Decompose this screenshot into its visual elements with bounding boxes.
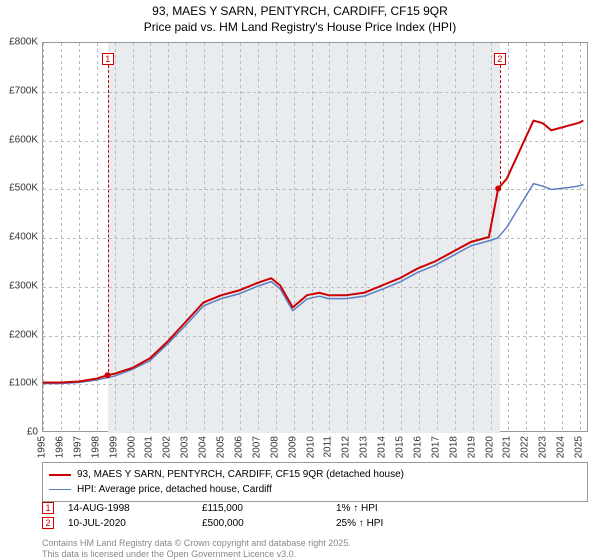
legend-label-0: 93, MAES Y SARN, PENTYRCH, CARDIFF, CF15… bbox=[77, 467, 404, 482]
x-tick-label: 2014 bbox=[377, 436, 388, 458]
legend-swatch-1 bbox=[49, 489, 71, 491]
plot-area: 12 bbox=[42, 42, 588, 432]
sale-marker-1: 2 bbox=[42, 517, 54, 529]
x-tick-label: 2011 bbox=[323, 436, 334, 458]
x-tick-label: 2018 bbox=[448, 436, 459, 458]
y-tick-label: £800K bbox=[9, 37, 38, 48]
footer-line-2: This data is licensed under the Open Gov… bbox=[42, 549, 351, 560]
chart-title: 93, MAES Y SARN, PENTYRCH, CARDIFF, CF15… bbox=[0, 0, 600, 35]
x-tick-label: 1998 bbox=[90, 436, 101, 458]
legend-box: 93, MAES Y SARN, PENTYRCH, CARDIFF, CF15… bbox=[42, 462, 588, 502]
sales-block: 1 14-AUG-1998 £115,000 1% ↑ HPI 2 10-JUL… bbox=[42, 502, 588, 532]
y-tick-label: £700K bbox=[9, 85, 38, 96]
x-tick-label: 2008 bbox=[269, 436, 280, 458]
series-price_paid bbox=[43, 121, 583, 383]
sale-delta-0: 1% ↑ HPI bbox=[336, 503, 456, 514]
sale-price-1: £500,000 bbox=[202, 518, 322, 529]
y-tick-label: £500K bbox=[9, 183, 38, 194]
x-tick-label: 2007 bbox=[251, 436, 262, 458]
sale-marker-on-chart: 1 bbox=[102, 53, 114, 65]
sale-price-0: £115,000 bbox=[202, 503, 322, 514]
sale-row-1: 2 10-JUL-2020 £500,000 25% ↑ HPI bbox=[42, 517, 588, 529]
series-lines bbox=[43, 43, 587, 431]
y-tick-label: £100K bbox=[9, 378, 38, 389]
sale-delta-1: 25% ↑ HPI bbox=[336, 518, 456, 529]
x-tick-label: 2012 bbox=[341, 436, 352, 458]
x-tick-label: 2022 bbox=[520, 436, 531, 458]
x-tick-label: 1995 bbox=[37, 436, 48, 458]
x-tick-label: 2021 bbox=[502, 436, 513, 458]
x-tick-label: 2020 bbox=[484, 436, 495, 458]
x-tick-label: 2006 bbox=[233, 436, 244, 458]
chart-container: 93, MAES Y SARN, PENTYRCH, CARDIFF, CF15… bbox=[0, 0, 600, 560]
legend-label-1: HPI: Average price, detached house, Card… bbox=[77, 482, 272, 497]
y-tick-label: £200K bbox=[9, 329, 38, 340]
x-tick-label: 2013 bbox=[359, 436, 370, 458]
x-tick-label: 1997 bbox=[72, 436, 83, 458]
x-tick-label: 2005 bbox=[216, 436, 227, 458]
x-tick-label: 2010 bbox=[305, 436, 316, 458]
x-tick-label: 2025 bbox=[574, 436, 585, 458]
x-tick-label: 2009 bbox=[287, 436, 298, 458]
series-hpi bbox=[43, 184, 583, 384]
x-tick-label: 2023 bbox=[538, 436, 549, 458]
sale-row-0: 1 14-AUG-1998 £115,000 1% ↑ HPI bbox=[42, 502, 588, 514]
sale-marker-on-chart: 2 bbox=[494, 53, 506, 65]
x-tick-label: 2000 bbox=[126, 436, 137, 458]
legend-swatch-0 bbox=[49, 474, 71, 476]
x-tick-label: 2019 bbox=[466, 436, 477, 458]
footer-line-1: Contains HM Land Registry data © Crown c… bbox=[42, 538, 351, 549]
x-tick-label: 2017 bbox=[430, 436, 441, 458]
x-tick-label: 2024 bbox=[556, 436, 567, 458]
x-tick-label: 2001 bbox=[144, 436, 155, 458]
x-tick-label: 2016 bbox=[412, 436, 423, 458]
x-tick-label: 1996 bbox=[54, 436, 65, 458]
title-line-1: 93, MAES Y SARN, PENTYRCH, CARDIFF, CF15… bbox=[0, 4, 600, 20]
x-tick-label: 1999 bbox=[108, 436, 119, 458]
x-tick-label: 2002 bbox=[162, 436, 173, 458]
x-tick-label: 2003 bbox=[180, 436, 191, 458]
sale-date-0: 14-AUG-1998 bbox=[68, 503, 188, 514]
legend-item-1: HPI: Average price, detached house, Card… bbox=[49, 482, 581, 497]
legend-item-0: 93, MAES Y SARN, PENTYRCH, CARDIFF, CF15… bbox=[49, 467, 581, 482]
y-tick-label: £300K bbox=[9, 280, 38, 291]
title-line-2: Price paid vs. HM Land Registry's House … bbox=[0, 20, 600, 36]
y-tick-label: £400K bbox=[9, 232, 38, 243]
sale-marker-0: 1 bbox=[42, 502, 54, 514]
y-tick-label: £600K bbox=[9, 134, 38, 145]
sale-date-1: 10-JUL-2020 bbox=[68, 518, 188, 529]
x-tick-label: 2004 bbox=[198, 436, 209, 458]
footer-text: Contains HM Land Registry data © Crown c… bbox=[42, 538, 351, 560]
x-tick-label: 2015 bbox=[395, 436, 406, 458]
